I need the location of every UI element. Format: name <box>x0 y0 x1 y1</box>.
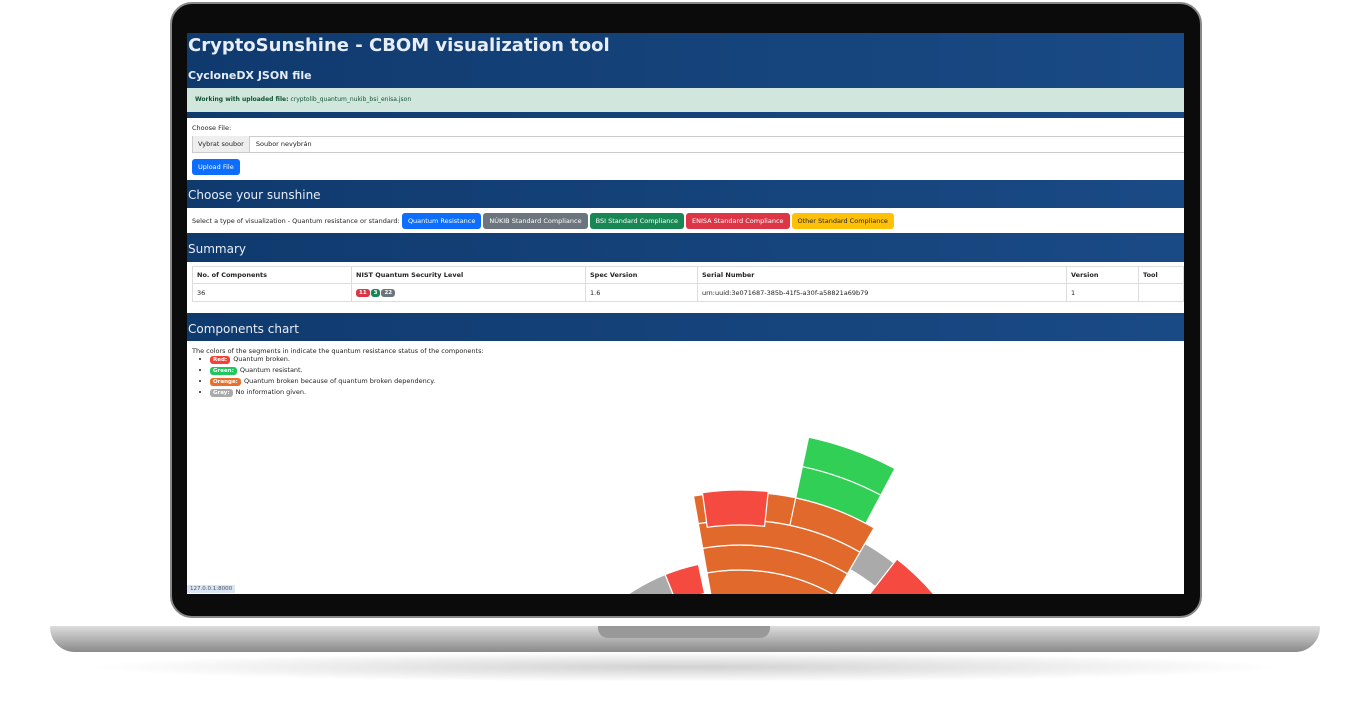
band: Choose your sunshine <box>187 180 1184 208</box>
summary-table: No. of Components NIST Quantum Security … <box>192 266 1184 302</box>
legend-badge: Red: <box>210 356 231 364</box>
level-badge: 22 <box>381 289 396 297</box>
viz-button[interactable]: BSI Standard Compliance <box>589 213 684 229</box>
legend: Red: Quantum broken. Green: Quantum resi… <box>192 355 484 397</box>
band: Components chart <box>187 313 1184 341</box>
data-row: 36 11 3 22 1.6 urn:uuid:3e071687-385b-41f5… <box>192 283 1184 302</box>
legend-badge: Gray: <box>210 389 233 397</box>
viz-button[interactable]: ENISA Standard Compliance <box>685 213 790 229</box>
viz-button[interactable]: NÚKIB Standard Compliance <box>483 213 588 229</box>
alert-label: Working with uploaded file: <box>195 96 289 103</box>
legend-text: Quantum broken. <box>233 355 290 363</box>
sunburst <box>622 436 936 594</box>
legend-item: Green: Quantum resistant. <box>210 366 484 375</box>
level-badge: 3 <box>370 289 381 297</box>
legend-badge: Orange: <box>210 378 241 386</box>
chart-intro: The colors of the segments in indicate t… <box>192 347 484 399</box>
sunburst-segment[interactable] <box>622 573 678 594</box>
browse-button[interactable]: Vybrat soubor <box>193 136 250 152</box>
section-heading: Components chart <box>188 322 299 336</box>
section-heading: Summary <box>188 242 246 256</box>
sunburst-segment[interactable] <box>851 558 936 594</box>
viz-button[interactable]: Quantum Resistance <box>401 213 482 229</box>
section-heading: Choose your sunshine <box>188 188 321 202</box>
page-title: CryptoSunshine - CBOM visualization tool <box>188 35 610 56</box>
cell <box>1138 283 1184 302</box>
sunburst-segment[interactable] <box>701 489 769 528</box>
level-badge: 11 <box>356 289 370 297</box>
status-bar: 127.0.0.1:8000 <box>187 585 236 593</box>
header: CryptoSunshine - CBOM visualization tool… <box>187 33 1184 118</box>
legend-text: No information given. <box>235 388 307 396</box>
band: Summary <box>187 233 1184 262</box>
file-input[interactable]: Vybrat soubor Soubor nevybrán <box>192 136 1184 153</box>
shadow <box>80 652 1290 682</box>
intro-text: The colors of the segments in indicate t… <box>192 347 484 355</box>
prompt: Select a type of visualization - Quantum… <box>192 217 400 225</box>
cell: 11 3 22 <box>351 283 586 302</box>
legend-item: Gray: No information given. <box>210 388 484 397</box>
legend-item: Red: Quantum broken. <box>210 355 484 364</box>
visualization-row: Select a type of visualization - Quantum… <box>192 213 896 229</box>
section-heading: CycloneDX JSON file <box>188 69 312 82</box>
legend-text: Quantum resistant. <box>239 366 303 374</box>
upload-button[interactable]: Upload File <box>192 159 240 175</box>
alert: Working with uploaded file: cryptolib_qu… <box>187 88 1184 112</box>
alert-file: cryptolib_quantum_nukib_bsi_enisa.json <box>290 96 412 103</box>
legend-badge: Green: <box>210 367 237 375</box>
legend-text: Quantum broken because of quantum broken… <box>243 377 436 385</box>
laptop-notch <box>598 626 770 638</box>
cell: 1.6 <box>585 283 698 302</box>
screen: CryptoSunshine - CBOM visualization tool… <box>187 33 1184 594</box>
choose-label: Choose File: <box>192 124 232 132</box>
viz-button[interactable]: Other Standard Compliance <box>791 213 894 229</box>
file-status: Soubor nevybrán <box>255 140 312 148</box>
sunburst-segment[interactable] <box>801 436 896 496</box>
legend-item: Orange: Quantum broken because of quantu… <box>210 377 484 386</box>
